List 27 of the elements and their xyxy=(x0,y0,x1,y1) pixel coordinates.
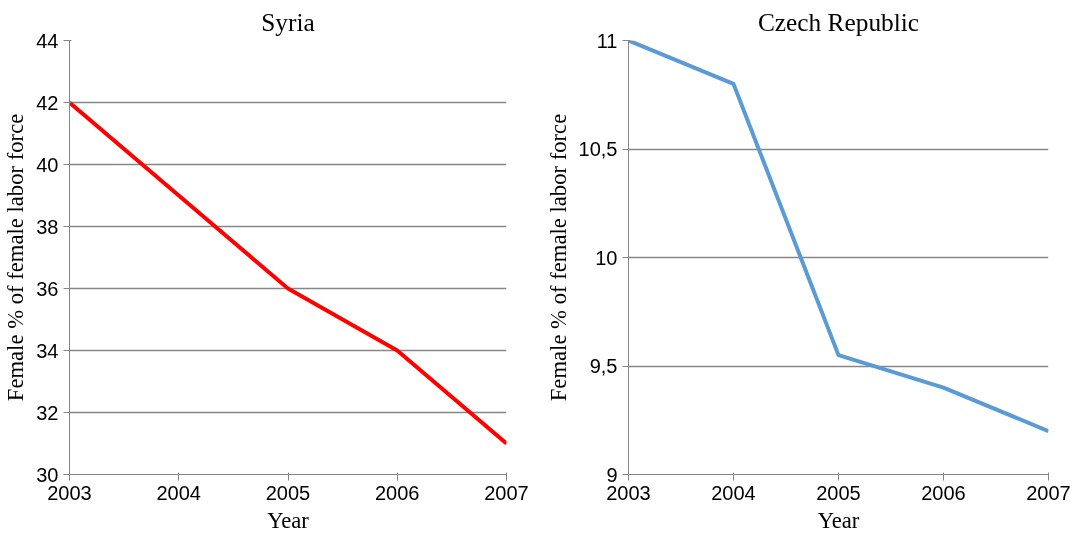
y-tick-label: 40 xyxy=(36,153,59,176)
x-axis-title: Year xyxy=(267,507,310,533)
y-tick-label: 10,5 xyxy=(578,138,618,160)
y-tick-label: 34 xyxy=(36,339,59,362)
line-series xyxy=(628,40,1049,434)
y-axis-title: Female % of female labor force xyxy=(3,113,29,402)
y-tick-label: 11 xyxy=(596,29,618,52)
x-tick-label: 2005 xyxy=(265,481,311,504)
x-tick-label: 2005 xyxy=(816,481,861,504)
y-axis-title: Female % of female labor force xyxy=(545,113,571,402)
y-tick-label: 36 xyxy=(36,277,59,300)
x-tick-label: 2007 xyxy=(1026,481,1071,504)
y-tick-label: 32 xyxy=(36,401,59,424)
x-tick-label: 2004 xyxy=(156,481,201,504)
line-series xyxy=(69,100,507,446)
chart-title: Czech Republic xyxy=(757,7,920,36)
y-tick-label: 38 xyxy=(36,215,59,238)
y-tick-label: 44 xyxy=(36,29,59,52)
y-tick-label: 10 xyxy=(595,246,618,269)
x-tick-label: 2004 xyxy=(711,481,756,504)
y-tick-label: 9,5 xyxy=(589,355,618,377)
x-axis-title: Year xyxy=(817,507,860,533)
x-tick-label: 2006 xyxy=(375,481,420,504)
x-tick-label: 2007 xyxy=(484,481,529,504)
chart-title: Syria xyxy=(261,7,315,36)
x-tick-label: 2006 xyxy=(921,481,966,504)
y-tick-label: 42 xyxy=(36,91,59,114)
